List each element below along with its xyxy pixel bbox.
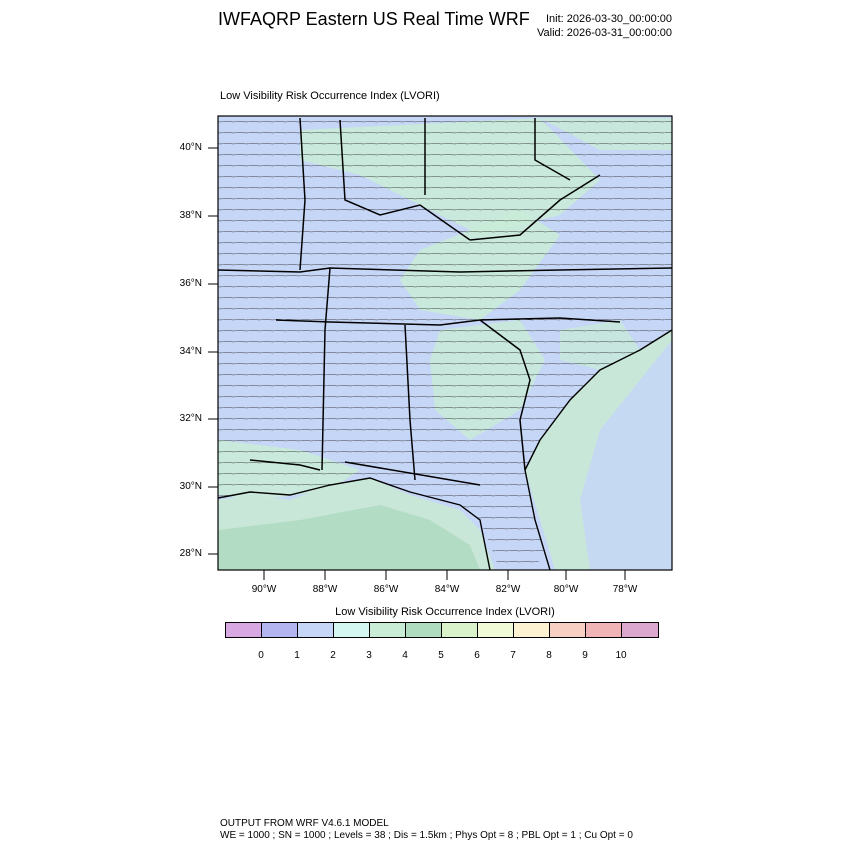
lat-label: 36°N <box>179 278 202 289</box>
main-title: IWFAQRP Eastern US Real Time WRF <box>218 9 530 29</box>
coastline <box>218 329 672 570</box>
colorbar-swatch <box>622 623 658 637</box>
valid-time: Valid: 2026-03-31_00:00:00 <box>537 27 672 39</box>
colorbar-label: 9 <box>582 650 588 661</box>
lon-label: 90°W <box>251 584 277 595</box>
lat-label: 28°N <box>179 548 202 559</box>
colorbar-label: 3 <box>366 650 372 661</box>
lon-label: 86°W <box>373 584 399 595</box>
colorbar-swatch <box>586 623 622 637</box>
colorbar-label: 2 <box>330 650 336 661</box>
lon-label: 88°W <box>312 584 338 595</box>
colorbar-label: 7 <box>510 650 516 661</box>
colorbar <box>225 622 659 638</box>
colorbar-swatch <box>478 623 514 637</box>
colorbar-swatch <box>298 623 334 637</box>
lon-label: 84°W <box>434 584 460 595</box>
lat-label: 30°N <box>179 481 202 492</box>
init-time: Init: 2026-03-30_00:00:00 <box>546 13 672 25</box>
gulf-dark-area <box>218 505 480 570</box>
atlantic-offshore <box>580 340 672 570</box>
state-boundaries <box>218 117 672 486</box>
colorbar-swatch <box>262 623 298 637</box>
colorbar-swatch <box>226 623 262 637</box>
axis-ticks <box>208 147 626 580</box>
colorbar-label: 1 <box>294 650 300 661</box>
colorbar-swatch <box>442 623 478 637</box>
colorbar-swatch <box>406 623 442 637</box>
map-frame <box>217 115 673 571</box>
lon-label: 80°W <box>553 584 579 595</box>
colorbar-label: 10 <box>615 650 627 661</box>
colorbar-label: 6 <box>474 650 480 661</box>
lon-label: 82°W <box>495 584 521 595</box>
footer-model-info: OUTPUT FROM WRF V4.6.1 MODEL <box>220 818 389 829</box>
colorbar-swatch <box>550 623 586 637</box>
colorbar-label: 5 <box>438 650 444 661</box>
colorbar-label: 8 <box>546 650 552 661</box>
colorbar-label: 0 <box>258 650 264 661</box>
lat-label: 40°N <box>179 142 202 153</box>
lon-label: 78°W <box>612 584 638 595</box>
map-subtitle: Low Visibility Risk Occurrence Index (LV… <box>220 90 440 102</box>
lat-label: 38°N <box>179 210 202 221</box>
colorbar-title: Low Visibility Risk Occurrence Index (LV… <box>335 606 555 618</box>
colorbar-label: 4 <box>402 650 408 661</box>
colorbar-swatch <box>334 623 370 637</box>
lat-label: 34°N <box>179 346 202 357</box>
colorbar-swatch <box>370 623 406 637</box>
colorbar-swatch <box>514 623 550 637</box>
footer-config-info: WE = 1000 ; SN = 1000 ; Levels = 38 ; Di… <box>220 830 633 841</box>
lat-label: 32°N <box>179 413 202 424</box>
